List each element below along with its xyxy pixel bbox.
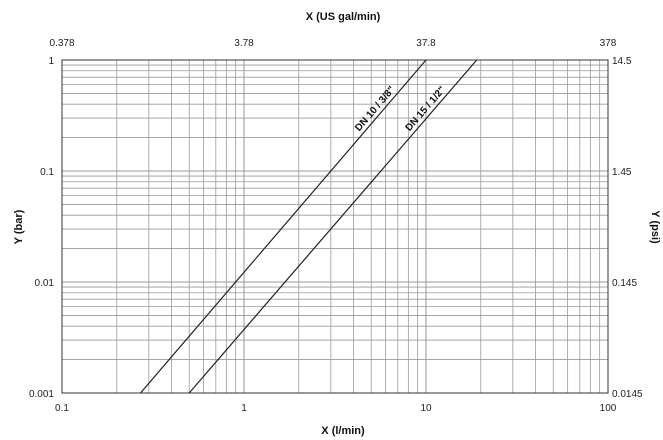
x2-tick-label: 37.8	[416, 38, 436, 49]
x-tick-label: 10	[420, 403, 432, 414]
grid-lines	[61, 60, 608, 394]
y2-tick-label: 0.145	[612, 278, 637, 289]
y-axis-title: Y (bar)	[13, 209, 25, 244]
series-line	[188, 59, 478, 394]
y-tick-label: 1	[48, 56, 54, 67]
x-tick-label: 1	[241, 403, 247, 414]
series-label: DN 10 / 3/8"	[353, 84, 398, 133]
x2-tick-label: 378	[600, 38, 617, 49]
x2-tick-label: 3.78	[234, 38, 254, 49]
y-tick-label: 0.001	[29, 389, 54, 400]
tick-labels: 0.1 1 10 100 0.378 3.78 37.8 378 0.001 0.01 0.1 1 0.…	[29, 38, 643, 414]
x-tick-label: 0.1	[55, 403, 69, 414]
y-tick-label: 0.01	[35, 278, 55, 289]
x-tick-label: 100	[600, 403, 617, 414]
y2-tick-label: 1.45	[612, 167, 632, 178]
x2-tick-label: 0.378	[49, 38, 74, 49]
x-axis-title: X (l/min)	[321, 425, 365, 437]
y-tick-label: 0.1	[40, 167, 54, 178]
y2-axis-title: Y (psi)	[649, 210, 661, 244]
x2-axis-title: X (US gal/min)	[306, 11, 381, 23]
y2-tick-label: 14.5	[612, 56, 632, 67]
plot-frame	[61, 59, 609, 394]
series-line	[140, 59, 427, 394]
y2-tick-label: 0.0145	[612, 389, 643, 400]
